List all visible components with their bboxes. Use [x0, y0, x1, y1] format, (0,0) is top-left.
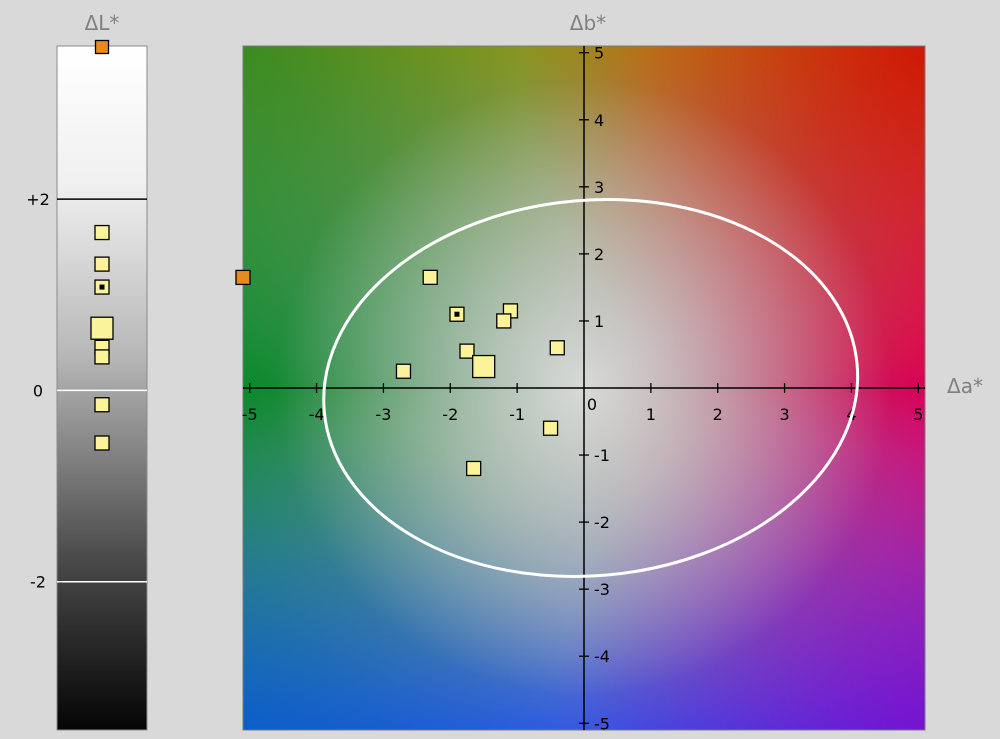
- lightness-point-6-box: [94, 397, 110, 413]
- chromaticity-out-of-range-marker-0: [235, 269, 251, 286]
- a-axis-title: Δa*: [947, 374, 983, 398]
- chromaticity-point-3: [496, 313, 512, 329]
- b-axis-tick-label: 4: [594, 111, 604, 130]
- lightness-panel: +2 0 -2 ΔL*: [26, 11, 148, 731]
- a-axis-tick-label: -5: [242, 405, 258, 424]
- b-axis-tick-label: -2: [594, 513, 610, 532]
- a-axis-tick-label: 3: [779, 405, 789, 424]
- lightness-tick-labels: +2 0 -2: [26, 190, 50, 592]
- lightness-out-of-range-marker-0-box: [94, 39, 110, 55]
- a-axis-tick-label: -3: [375, 405, 391, 424]
- lightness-point-5-box: [94, 349, 110, 365]
- b-axis-tick-label: -4: [594, 647, 610, 666]
- lightness-points: [90, 39, 114, 451]
- chromaticity-point-6: [395, 363, 412, 379]
- b-axis-tick-label: 2: [594, 245, 604, 264]
- tolerance-ellipse-group: [322, 198, 860, 578]
- chromaticity-point-8: [542, 420, 559, 436]
- lightness-point-7: [94, 435, 110, 451]
- lightness-point-0-box: [94, 224, 110, 241]
- lightness-out-of-range-marker-0: [94, 39, 110, 55]
- lightness-point-3: [90, 316, 114, 340]
- lightness-point-5: [94, 349, 110, 365]
- b-axis-tick-label: 3: [594, 178, 604, 197]
- chromaticity-point-8-box: [542, 420, 559, 436]
- lightness-point-0: [94, 224, 110, 241]
- chromaticity-point-3-box: [496, 313, 512, 329]
- lightness-axis-title: ΔL*: [85, 11, 120, 35]
- b-axis-title: Δb*: [570, 11, 606, 35]
- lightness-point-2-dot: [99, 284, 105, 290]
- b-axis-tick-label: 1: [594, 312, 604, 331]
- chromaticity-points: [235, 269, 565, 477]
- b-axis-tick-label: -1: [594, 446, 610, 465]
- a-axis-tick-label: -4: [309, 405, 325, 424]
- b-axis-tick-label: -3: [594, 580, 610, 599]
- lightness-point-7-box: [94, 435, 110, 451]
- lightness-point-1-box: [94, 256, 110, 272]
- chromaticity-point-1: [449, 306, 465, 322]
- lightness-point-6: [94, 397, 110, 413]
- lightness-point-3-box: [90, 316, 114, 340]
- chromaticity-point-5: [472, 354, 496, 379]
- chromaticity-point-7: [549, 340, 565, 356]
- a-axis-tick-label: 2: [713, 405, 723, 424]
- lightness-point-2: [94, 279, 110, 295]
- chromaticity-point-0-box: [422, 269, 438, 286]
- a-axis-tick-label: 5: [913, 405, 923, 424]
- lightness-tick-label: 0: [33, 381, 43, 400]
- lightness-tick-label: +2: [26, 190, 50, 209]
- lightness-gridlines: [57, 198, 147, 583]
- tolerance-ellipse: [322, 198, 860, 578]
- a-axis-tick-label: -2: [442, 405, 458, 424]
- b-axis-tick-label: -5: [594, 714, 610, 733]
- a-axis-tick-label: -1: [509, 405, 525, 424]
- chromaticity-point-7-box: [549, 340, 565, 356]
- lightness-scale-background: [56, 45, 148, 731]
- a-axis-tick-label: 0: [587, 395, 597, 414]
- chromaticity-point-5-box: [472, 354, 496, 379]
- b-axis-tick-label: 5: [594, 44, 604, 63]
- lightness-point-1: [94, 256, 110, 272]
- chromaticity-point-0: [422, 269, 438, 286]
- chromaticity-point-1-dot: [454, 311, 460, 317]
- chromaticity-point-4: [459, 343, 475, 359]
- chromaticity-point-9: [466, 460, 482, 477]
- a-axis-tick-label: 1: [646, 405, 656, 424]
- chromaticity-axes: [243, 46, 925, 730]
- chromaticity-point-6-box: [395, 363, 412, 379]
- lightness-tick-label: -2: [30, 573, 46, 592]
- chromaticity-point-9-box: [466, 460, 482, 477]
- chromaticity-point-4-box: [459, 343, 475, 359]
- chromaticity-out-of-range-marker-0-box: [235, 269, 251, 286]
